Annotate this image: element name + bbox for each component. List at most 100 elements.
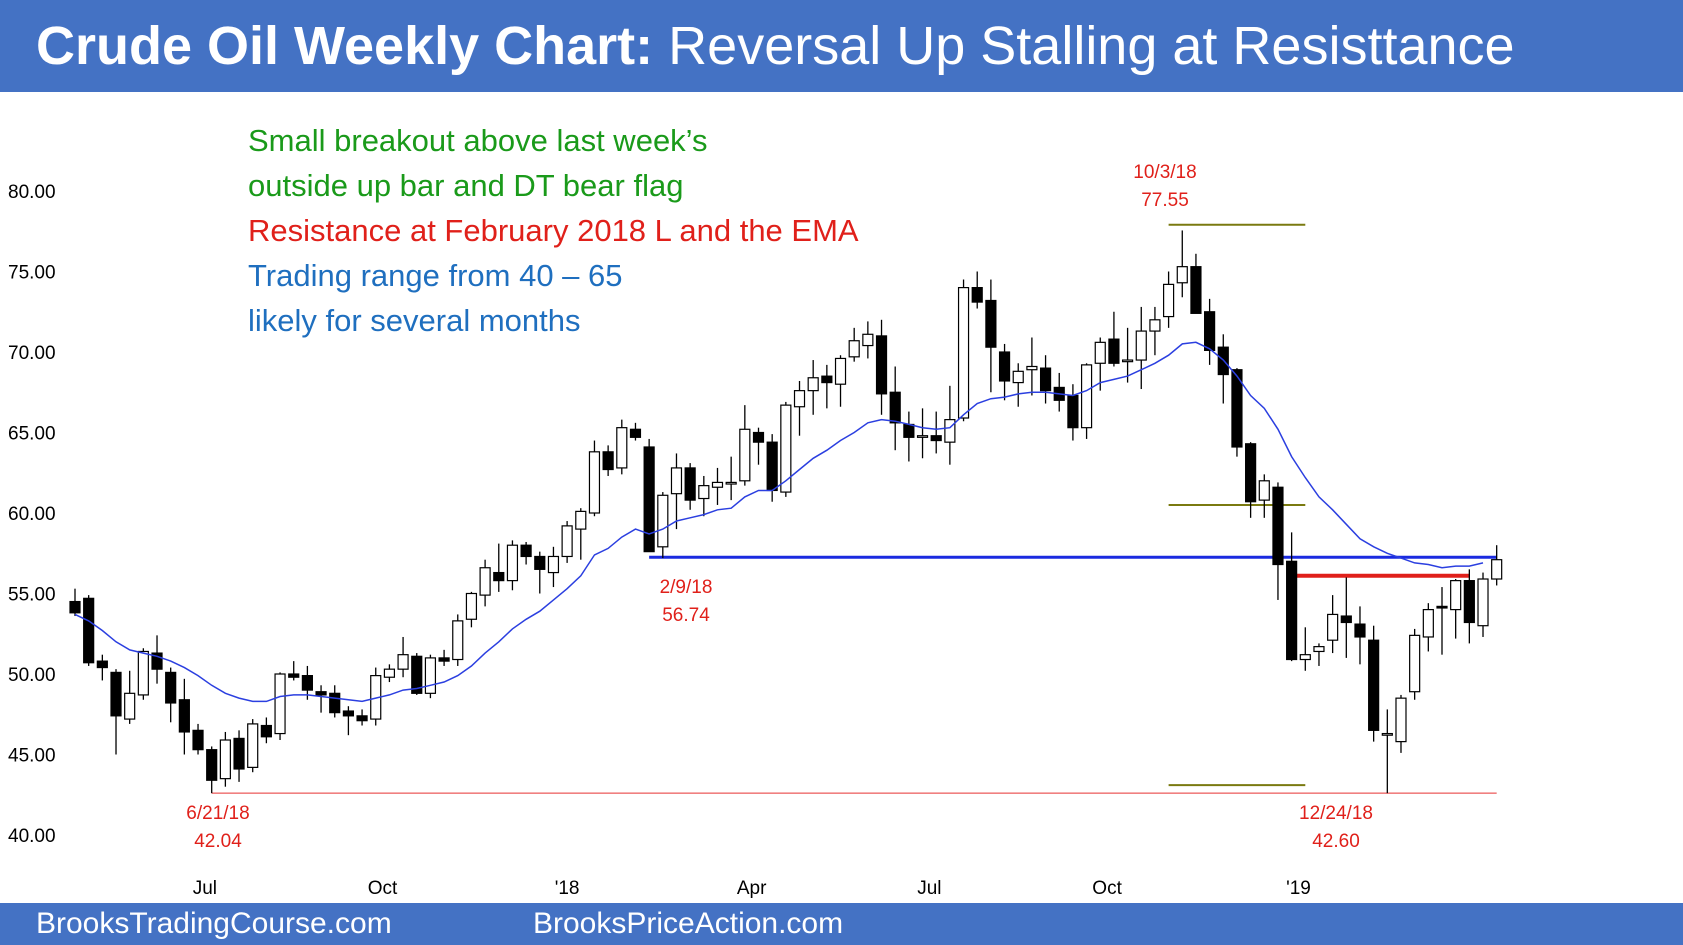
candle-body-bear: [930, 435, 942, 442]
x-tick-label: Jul: [917, 878, 941, 899]
chart-title: Crude Oil Weekly Chart: Reversal Up Stal…: [36, 12, 1515, 80]
annotation-price: 42.04: [194, 831, 242, 852]
x-tick-label: '19: [1286, 878, 1311, 899]
candle-body-bear: [233, 737, 245, 770]
candle-body-bull: [916, 435, 929, 438]
note-line-5: likely for several months: [248, 303, 581, 338]
footer-banner: BrooksTradingCourse.com BrooksPriceActio…: [0, 903, 1683, 945]
note-line-4: Trading range from 40 – 65: [248, 258, 623, 293]
candle-body-bear: [766, 441, 778, 492]
candle-body-bull: [1381, 732, 1393, 736]
candle-body-bear: [1039, 367, 1052, 392]
annotation-date: 2/9/18: [660, 577, 713, 598]
annotation-date: 6/21/18: [186, 803, 249, 824]
y-tick-label: 70.00: [8, 343, 56, 364]
candle-body-bear: [69, 600, 81, 614]
candle-body-bear: [1067, 394, 1079, 429]
candle-body-bear: [1368, 639, 1380, 731]
candle-body-bull: [452, 620, 464, 661]
candle-body-bear: [875, 335, 888, 395]
candle-body-bear: [178, 699, 190, 733]
annotation-date: 12/24/18: [1299, 803, 1373, 824]
candle-body-bear: [520, 544, 532, 558]
y-tick-label: 60.00: [8, 504, 56, 525]
candle-body-bull: [575, 510, 587, 530]
candle-body-bull: [247, 723, 259, 768]
candle-body-bull: [397, 654, 409, 670]
candle-body-bull: [834, 357, 847, 385]
candle-body-bear: [1245, 443, 1257, 503]
candle-body-bear: [288, 673, 300, 678]
candle-body-bull: [1121, 359, 1134, 363]
footer-link-trading-course[interactable]: BrooksTradingCourse.com: [36, 907, 392, 940]
candle-body-bull: [1080, 364, 1093, 429]
title-bold: Crude Oil Weekly Chart:: [36, 16, 654, 76]
candle-body-bull: [807, 377, 819, 392]
candle-body-bear: [411, 655, 423, 694]
annotation-date: 10/3/18: [1133, 162, 1196, 183]
candle-body-bear: [110, 671, 122, 717]
candle-body-bull: [1450, 580, 1462, 611]
candle-body-bear: [83, 597, 95, 664]
x-tick-label: Oct: [1092, 878, 1122, 899]
candle-body-bull: [1135, 330, 1147, 361]
candle-body-bull: [506, 544, 519, 582]
candle-body-bear: [1272, 486, 1284, 566]
note-line-3: Resistance at February 2018 L and the EM…: [248, 213, 859, 248]
candle-body-bull: [698, 485, 710, 500]
y-tick-label: 65.00: [8, 424, 56, 445]
candle-body-bear: [301, 675, 313, 691]
horizontal-lines: [211, 223, 1497, 794]
candle-body-bear: [315, 691, 327, 696]
footer-link-price-action[interactable]: BrooksPriceAction.com: [533, 907, 844, 940]
candle-body-bull: [848, 340, 860, 358]
ema-path: [74, 341, 1484, 703]
candle-body-bull: [547, 555, 560, 574]
candle-body-bear: [96, 660, 108, 669]
candle-body-bull: [383, 668, 396, 678]
price-annotations: 6/21/18 42.04 2/9/18 56.74 10/3/18 77.55 12/24…: [186, 162, 1373, 852]
title-subtitle: Reversal Up Stalling at Resisttance: [653, 16, 1515, 76]
candle-body-bear: [356, 715, 368, 722]
candle-body-bear: [342, 710, 354, 717]
candle-body-bear: [165, 671, 177, 704]
x-axis: Jul Oct '18 Apr Jul Oct '19: [193, 878, 1311, 899]
candle-body-bull: [616, 427, 628, 469]
x-tick-label: '18: [555, 878, 580, 899]
candle-body-bull: [1422, 608, 1434, 638]
candle-body-bull: [1313, 646, 1325, 653]
y-axis: 40.00 45.00 50.00 55.00 60.00 65.00 70.00 75.00…: [8, 182, 56, 847]
candle-body-bull: [725, 481, 737, 485]
y-tick-label: 50.00: [8, 665, 56, 686]
x-tick-label: Jul: [193, 878, 217, 899]
candle-body-bull: [780, 404, 792, 493]
candle-body-bull: [944, 419, 956, 443]
candle-body-bear: [985, 299, 997, 348]
candle-body-bull: [1094, 341, 1106, 364]
annotation-price: 42.60: [1312, 831, 1360, 852]
ema-line: [74, 341, 1484, 703]
candle-body-bear: [1108, 338, 1120, 364]
candle-body-bear: [151, 652, 163, 670]
candle-body-bear: [903, 423, 915, 438]
candle-body-bear: [1463, 580, 1475, 624]
candle-body-bull: [274, 673, 286, 735]
candle-body-bear: [643, 446, 655, 553]
candle-body-bear: [438, 657, 450, 662]
candle-body-bear: [1340, 615, 1352, 624]
candle-body-bull: [1491, 559, 1503, 580]
candle-body-bull: [137, 650, 149, 696]
y-tick-label: 45.00: [8, 746, 56, 767]
candle-body-bull: [1327, 613, 1339, 641]
candle-body-bull: [1409, 634, 1421, 693]
candle-body-bull: [561, 525, 573, 558]
candle-body-bear: [1354, 623, 1366, 638]
candle-body-bear: [1190, 266, 1202, 314]
candle-body-bear: [821, 375, 833, 384]
candle-body-bear: [534, 555, 546, 570]
candle-body-bull: [465, 592, 478, 620]
candle-body-bull: [793, 390, 806, 408]
candle-body-bear: [684, 467, 696, 501]
candle-body-bull: [711, 481, 724, 488]
candle-body-bull: [1258, 480, 1270, 501]
